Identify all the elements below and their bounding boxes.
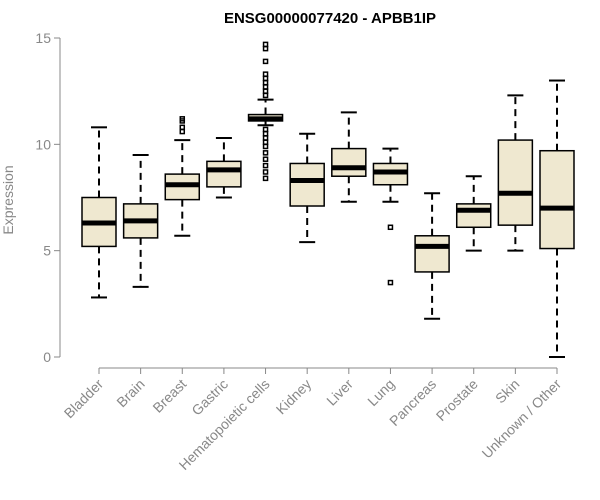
x-tick-label-unknown-other: Unknown / Other xyxy=(479,376,565,462)
outlier-point xyxy=(262,75,269,82)
x-tick-label-liver: Liver xyxy=(323,376,356,409)
outlier-point xyxy=(262,58,269,65)
box-bladder xyxy=(81,126,117,299)
outlier-point xyxy=(262,175,269,182)
outlier-point xyxy=(262,139,269,145)
y-tick-label-15: 15 xyxy=(35,30,51,46)
y-tick-label-0: 0 xyxy=(43,349,51,365)
outlier-point xyxy=(262,126,269,133)
outlier-point xyxy=(262,84,269,90)
y-tick-label-5: 5 xyxy=(43,243,51,259)
box-breast xyxy=(164,116,201,237)
outlier-point xyxy=(262,169,269,175)
x-tick-label-brain: Brain xyxy=(113,376,147,410)
outlier-point xyxy=(262,79,269,86)
box-iqr xyxy=(206,160,242,188)
outlier-point xyxy=(262,88,269,94)
outlier-point xyxy=(262,71,269,77)
outlier-point xyxy=(262,41,269,48)
outlier-point xyxy=(387,279,394,286)
chart-title: ENSG00000077420 - APBB1IP xyxy=(224,10,436,27)
box-iqr xyxy=(497,139,534,226)
x-axis xyxy=(98,367,558,374)
box-pancreas xyxy=(414,192,450,320)
x-tick-label-breast: Breast xyxy=(149,376,189,416)
y-axis: 0 5 10 15 xyxy=(35,30,61,365)
box-kidney xyxy=(289,132,325,244)
outlier-point xyxy=(387,224,394,231)
outlier-point xyxy=(262,92,269,99)
outlier-point xyxy=(262,150,269,156)
boxes-group xyxy=(81,41,575,358)
y-tick-label-10: 10 xyxy=(35,136,51,152)
box-hematopoietic-cells xyxy=(247,41,284,182)
box-lung xyxy=(372,147,409,286)
outlier-point xyxy=(262,143,269,150)
outlier-point xyxy=(262,45,269,52)
box-liver xyxy=(331,111,367,203)
outlier-point xyxy=(262,156,269,162)
box-gastric xyxy=(206,136,242,199)
outlier-point xyxy=(179,128,186,135)
x-tick-label-lung: Lung xyxy=(364,376,397,409)
box-iqr xyxy=(331,147,367,177)
box-unknown-other xyxy=(539,79,575,358)
y-axis-label: Expression xyxy=(0,165,16,234)
outlier-point xyxy=(179,124,186,131)
box-skin xyxy=(497,94,534,252)
outlier-point xyxy=(179,116,186,122)
box-iqr xyxy=(414,235,450,273)
x-tick-label-prostate: Prostate xyxy=(433,376,481,424)
outlier-point xyxy=(262,162,269,169)
x-tick-label-skin: Skin xyxy=(492,376,523,407)
outlier-point xyxy=(262,135,269,141)
x-tick-label-kidney: Kidney xyxy=(273,376,315,418)
x-tick-label-bladder: Bladder xyxy=(61,376,107,422)
box-iqr xyxy=(455,203,492,229)
outlier-point xyxy=(262,130,269,137)
box-iqr xyxy=(289,162,325,207)
box-iqr xyxy=(539,149,575,250)
box-prostate xyxy=(455,175,492,252)
box-brain xyxy=(122,153,159,288)
